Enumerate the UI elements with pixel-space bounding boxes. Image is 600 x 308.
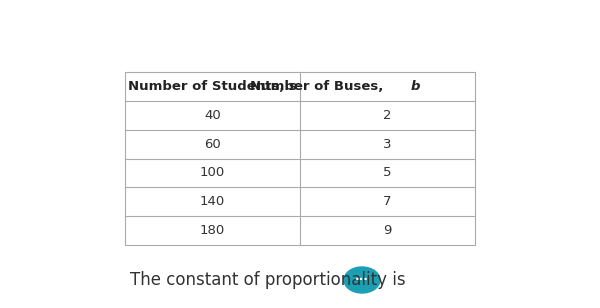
Text: 9: 9 [383, 224, 392, 237]
Text: 140: 140 [200, 195, 225, 208]
Text: e is a proportional relationship between the number of students and the number o: e is a proportional relationship between… [0, 14, 600, 29]
Text: The constant of proportionality is: The constant of proportionality is [130, 271, 406, 289]
Text: 100: 100 [200, 166, 225, 180]
Text: Number of Buses,: Number of Buses, [250, 80, 388, 93]
Text: school buses are needed to take 40 students on a field trip.  ◄»: school buses are needed to take 40 stude… [12, 47, 588, 62]
Text: 180: 180 [200, 224, 225, 237]
Text: 5: 5 [383, 166, 392, 180]
Text: 40: 40 [204, 109, 221, 122]
Text: 3: 3 [383, 138, 392, 151]
Ellipse shape [344, 267, 380, 293]
Text: 7: 7 [383, 195, 392, 208]
Text: b: b [411, 80, 420, 93]
Text: Number of Students, s: Number of Students, s [128, 80, 297, 93]
Text: ···: ··· [355, 274, 369, 286]
Text: 2: 2 [383, 109, 392, 122]
Bar [125, 72, 475, 245]
Text: 60: 60 [204, 138, 221, 151]
